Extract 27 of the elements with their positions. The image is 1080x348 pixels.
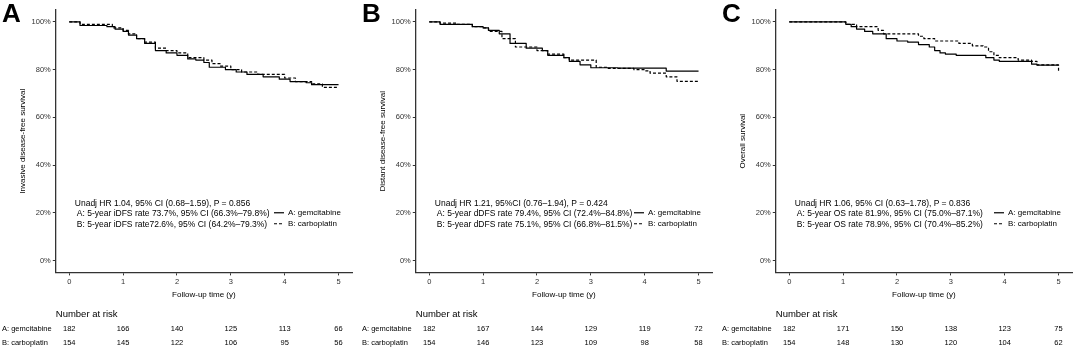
legend-label: B: carboplatin xyxy=(1008,218,1057,228)
legend-label: A: gemcitabine xyxy=(1008,207,1062,217)
annotation: B: 5-year iDFS rate72.6%, 95% CI (64.2%–79.3%) xyxy=(76,218,268,229)
annotation: B: 5-year dDFS rate 75.1%, 95% CI (66.8%–81.5%) xyxy=(436,218,633,229)
x-axis-title: Follow-up time (y) xyxy=(532,290,596,300)
text: Number at risk xyxy=(55,307,118,319)
annotation: Unadj HR 1.04, 95% CI (0.68–1.59), P = 0.856 xyxy=(74,197,251,208)
annotation: Unadj HR 1.06, 95% CI (0.63–1.78), P = 0.836 xyxy=(794,197,971,208)
annotation: A: 5-year OS rate 81.9%, 95% CI (75.0%–87.1%) xyxy=(796,208,984,219)
chart-title: A xyxy=(2,0,21,29)
y-axis-title: Overall survival xyxy=(738,113,747,169)
x-axis-title: Follow-up time (y) xyxy=(892,290,956,300)
legend-label: A: gemcitabine xyxy=(648,207,702,217)
legend-label: B: carboplatin xyxy=(648,218,697,228)
text: Number at risk xyxy=(415,307,478,319)
legend-label: B: carboplatin xyxy=(288,218,337,228)
y-axis-title: Invasive disease-free survival xyxy=(18,88,27,194)
annotation: B: 5-year OS rate 78.9%, 95% CI (70.4%–85.2%) xyxy=(796,218,984,229)
legend-label: A: gemcitabine xyxy=(288,207,342,217)
chart-title: B xyxy=(362,0,381,29)
annotation: Unadj HR 1.21, 95%CI (0.76–1.94), P = 0.424 xyxy=(434,197,609,208)
annotation: A: 5-year iDFS rate 73.7%, 95% CI (66.3%–79.8%) xyxy=(76,208,270,219)
text: Number at risk xyxy=(775,307,838,319)
x-axis-title: Follow-up time (y) xyxy=(172,290,236,300)
y-axis-title: Distant disease-free survival xyxy=(378,90,387,192)
annotation: A: 5-year dDFS rate 79.4%, 95% CI (72.4%–84.8%) xyxy=(436,208,633,219)
chart-title: C xyxy=(722,0,741,29)
